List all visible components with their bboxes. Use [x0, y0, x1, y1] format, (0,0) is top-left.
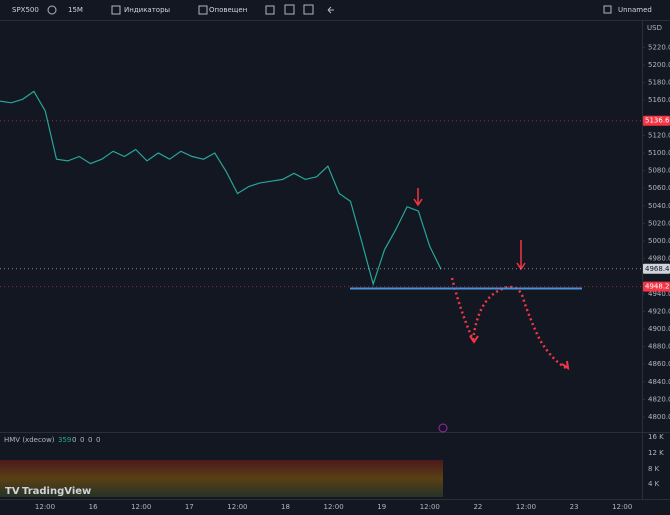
- x-tick-label: 12:00: [420, 503, 440, 511]
- y-tick-label: 4900.00: [648, 325, 670, 333]
- branding: TradingView: [22, 486, 91, 497]
- x-tick-label: 16: [89, 503, 98, 511]
- indicator-axis-label: 12 K: [648, 449, 664, 457]
- price-label: 4968.49: [645, 265, 670, 273]
- y-tick-label: 5060.00: [648, 184, 670, 192]
- price-label: 4948.22: [645, 283, 670, 291]
- x-tick-label: 12:00: [227, 503, 247, 511]
- y-tick-label: 4860.00: [648, 360, 670, 368]
- x-tick-label: 12:00: [324, 503, 344, 511]
- forecast-path: [450, 277, 567, 370]
- indicators-button[interactable]: Индикаторы: [124, 6, 170, 14]
- layout-name[interactable]: Unnamed: [618, 6, 652, 14]
- y-tick-label: 5080.00: [648, 167, 670, 175]
- price-line: [0, 90, 442, 287]
- add-symbol[interactable]: [47, 5, 57, 15]
- drawing-tools[interactable]: [265, 4, 334, 15]
- x-tick-label: 18: [281, 503, 290, 511]
- x-tick-label: 23: [570, 503, 579, 511]
- y-tick-label: 5020.00: [648, 219, 670, 227]
- indicator-axis-label: 16 K: [648, 433, 664, 441]
- y-tick-label: 5120.00: [648, 131, 670, 139]
- indicators-icon: [111, 5, 121, 15]
- y-tick-label: 4820.00: [648, 395, 670, 403]
- indicator-axis-label: 4 K: [648, 480, 660, 488]
- forecast-arrowheads: [469, 335, 570, 371]
- y-tick-label: 4920.00: [648, 307, 670, 315]
- y-tick-label: 4940.00: [648, 290, 670, 298]
- y-tick-label: 4880.00: [648, 343, 670, 351]
- indicator-reading: 0: [96, 436, 100, 444]
- currency[interactable]: USD: [647, 24, 662, 32]
- indicator-axis-label: 8 K: [648, 465, 660, 473]
- x-tick-label: 12:00: [35, 503, 55, 511]
- y-tick-label: 5000.00: [648, 237, 670, 245]
- x-tick-label: 17: [185, 503, 194, 511]
- checkbox[interactable]: [603, 5, 612, 14]
- y-tick-label: 4800.00: [648, 413, 670, 421]
- annotation-arrows: [413, 188, 526, 271]
- y-tick-label: 4980.00: [648, 255, 670, 263]
- x-tick-label: 22: [473, 503, 482, 511]
- x-tick-label: 12:00: [612, 503, 632, 511]
- event-marker[interactable]: [438, 423, 448, 433]
- y-tick-label: 5220.00: [648, 43, 670, 51]
- toolbar: [0, 0, 670, 20]
- x-tick-label: 12:00: [516, 503, 536, 511]
- indicator-heatmap: [0, 460, 443, 497]
- alerts-icon: [198, 5, 208, 15]
- price-label-bg: [643, 115, 670, 126]
- interval[interactable]: 15M: [68, 6, 83, 14]
- price-label-bg: [643, 263, 670, 274]
- y-tick-label: 5100.00: [648, 149, 670, 157]
- x-tick-label: 12:00: [131, 503, 151, 511]
- indicator-reading: 0: [72, 436, 76, 444]
- y-tick-label: 5040.00: [648, 202, 670, 210]
- symbol[interactable]: SPX500: [12, 6, 39, 14]
- logo: TV: [5, 486, 20, 497]
- alerts-button[interactable]: Оповещен: [209, 6, 247, 14]
- y-tick-label: 5160.00: [648, 96, 670, 104]
- indicator-reading: 0: [88, 436, 92, 444]
- x-tick-label: 19: [377, 503, 386, 511]
- price-label-bg: [643, 281, 670, 292]
- price-label: 5136.68: [645, 117, 670, 125]
- y-tick-label: 4840.00: [648, 378, 670, 386]
- indicator-label: HMV (xdecow): [4, 436, 55, 444]
- indicator-reading: 0: [80, 436, 84, 444]
- y-tick-label: 5180.00: [648, 79, 670, 87]
- indicator-reading: 359: [58, 436, 71, 444]
- y-tick-label: 5200.00: [648, 61, 670, 69]
